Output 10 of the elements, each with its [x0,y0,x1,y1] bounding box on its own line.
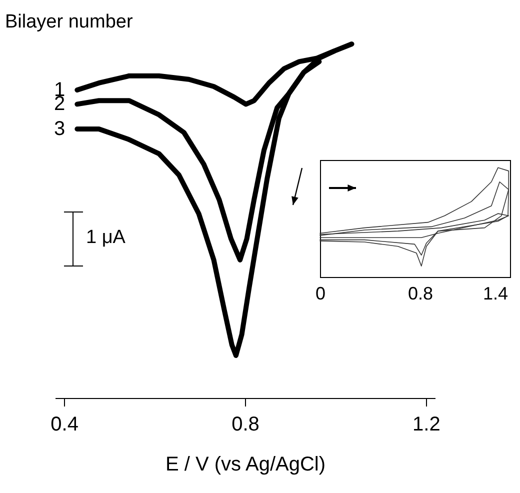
legend-title: Bilayer number [5,12,134,32]
x-axis-title: E / V (vs Ag/AgCl) [165,454,326,476]
x-tick-label: 0 [315,284,326,304]
x-tick-label: 1.2 [412,414,440,436]
x-tick-label: 0.8 [232,414,260,436]
x-tick-label: 0.8 [408,284,434,304]
series-label: 3 [54,118,66,140]
x-tick-label: 1.4 [482,284,508,304]
x-tick-label: 0.4 [50,414,78,436]
annotation: 1 μA [86,227,126,249]
